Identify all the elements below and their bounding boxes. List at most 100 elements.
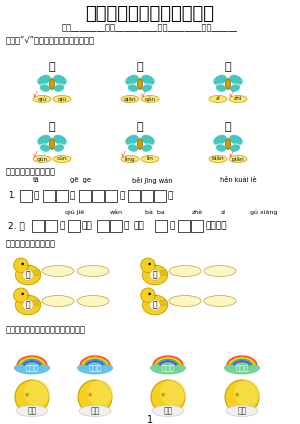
Text: 铅: 铅 <box>137 62 143 72</box>
Ellipse shape <box>142 84 152 92</box>
Ellipse shape <box>209 156 227 162</box>
Ellipse shape <box>213 134 227 145</box>
Ellipse shape <box>54 84 64 92</box>
Ellipse shape <box>125 134 139 145</box>
Text: zhè: zhè <box>191 209 203 215</box>
Text: sī: sī <box>220 209 226 215</box>
Text: wǎn: wǎn <box>110 209 122 215</box>
Text: ★: ★ <box>160 392 166 398</box>
Ellipse shape <box>142 295 168 315</box>
Bar <box>155 220 167 232</box>
Text: √: √ <box>33 93 37 99</box>
Text: 月亮: 月亮 <box>134 221 145 231</box>
Ellipse shape <box>226 78 230 89</box>
Ellipse shape <box>229 75 243 86</box>
Text: 令: 令 <box>137 122 143 132</box>
Ellipse shape <box>15 295 41 315</box>
Text: qiú jiē: qiú jiē <box>65 209 85 215</box>
Bar <box>105 190 117 202</box>
Text: 念: 念 <box>169 221 174 231</box>
Bar <box>43 190 55 202</box>
Ellipse shape <box>141 156 159 162</box>
Ellipse shape <box>14 362 50 374</box>
Bar <box>45 220 57 232</box>
Ellipse shape <box>53 134 67 145</box>
Ellipse shape <box>77 296 109 307</box>
Circle shape <box>14 288 28 303</box>
Text: 蹲: 蹲 <box>49 122 55 132</box>
Text: gē  ge: gē ge <box>70 177 91 183</box>
Circle shape <box>148 293 151 295</box>
Ellipse shape <box>204 296 236 307</box>
Text: 故事: 故事 <box>237 407 247 416</box>
Text: 偏: 偏 <box>225 122 231 132</box>
Ellipse shape <box>77 362 113 374</box>
Ellipse shape <box>42 265 74 276</box>
Ellipse shape <box>50 78 55 89</box>
FancyArrow shape <box>154 265 157 266</box>
Ellipse shape <box>226 139 230 150</box>
Text: 班级________考号__________姓名________总分______: 班级________考号__________姓名________总分______ <box>62 23 238 33</box>
Circle shape <box>21 262 24 265</box>
Text: 月亮: 月亮 <box>164 407 172 416</box>
Text: gǔ xiāng: gǔ xiāng <box>250 209 278 215</box>
Ellipse shape <box>150 362 186 374</box>
Text: lǐn: lǐn <box>147 156 153 162</box>
Ellipse shape <box>33 95 51 103</box>
Ellipse shape <box>216 84 226 92</box>
Text: √: √ <box>33 153 37 159</box>
Text: 四、词语搭配。（看一看，连一连）: 四、词语搭配。（看一看，连一连） <box>6 326 86 335</box>
Text: ★: ★ <box>24 392 30 398</box>
Text: 着: 着 <box>124 221 129 231</box>
Text: 糧米: 糧米 <box>27 407 37 416</box>
Ellipse shape <box>229 134 243 145</box>
Text: 一、用“√”选出下列汉字的正确读音。: 一、用“√”选出下列汉字的正确读音。 <box>6 36 95 45</box>
Text: qūn: qūn <box>36 156 48 162</box>
Circle shape <box>23 270 33 280</box>
Text: 一年级语文下册期中测试卷: 一年级语文下册期中测试卷 <box>85 5 214 23</box>
Text: 多彩的: 多彩的 <box>236 365 249 371</box>
Circle shape <box>150 300 160 310</box>
Text: 知: 知 <box>225 62 231 72</box>
Ellipse shape <box>54 144 64 152</box>
Text: biān: biān <box>212 156 224 162</box>
FancyArrow shape <box>27 295 30 296</box>
Ellipse shape <box>159 270 168 276</box>
Text: zhī: zhī <box>234 97 242 101</box>
Bar <box>178 220 190 232</box>
Ellipse shape <box>37 75 51 86</box>
Ellipse shape <box>216 144 226 152</box>
Text: √: √ <box>229 153 233 159</box>
Ellipse shape <box>169 296 201 307</box>
Circle shape <box>151 380 185 414</box>
Text: líng: líng <box>125 156 135 162</box>
Text: 的亲人。: 的亲人。 <box>205 221 226 231</box>
Ellipse shape <box>229 156 247 162</box>
Text: √: √ <box>121 153 125 159</box>
Text: 1: 1 <box>147 415 153 424</box>
Ellipse shape <box>33 156 51 162</box>
Ellipse shape <box>204 265 236 276</box>
Text: 主: 主 <box>26 301 30 310</box>
Text: zī: zī <box>216 97 220 101</box>
Ellipse shape <box>121 95 139 103</box>
Text: cūn: cūn <box>57 156 67 162</box>
Bar <box>110 220 122 232</box>
Text: 上，: 上， <box>82 221 93 231</box>
Ellipse shape <box>142 144 152 152</box>
Text: √: √ <box>141 93 145 99</box>
Circle shape <box>78 380 112 414</box>
Text: 井: 井 <box>153 271 157 279</box>
Ellipse shape <box>50 139 55 150</box>
Text: 泳: 泳 <box>26 271 30 279</box>
Circle shape <box>21 293 24 295</box>
Text: 球: 球 <box>49 62 55 72</box>
Text: 得: 得 <box>119 192 124 201</box>
Ellipse shape <box>40 84 50 92</box>
Bar <box>92 190 104 202</box>
Text: 的: 的 <box>59 221 64 231</box>
Ellipse shape <box>224 362 260 374</box>
Ellipse shape <box>142 265 168 285</box>
Ellipse shape <box>42 296 74 307</box>
Ellipse shape <box>121 156 139 162</box>
